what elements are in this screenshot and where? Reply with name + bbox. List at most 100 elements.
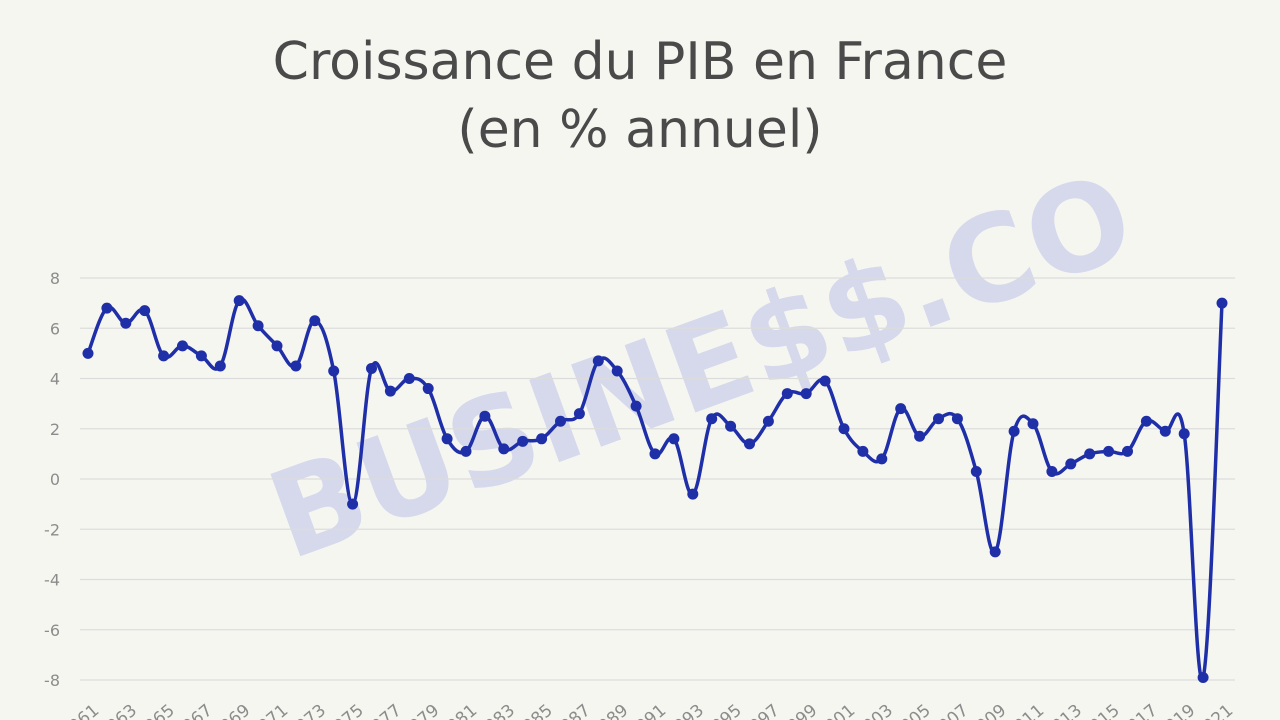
x-tick-label: 1983 bbox=[473, 701, 519, 720]
x-tick-label: 1961 bbox=[57, 701, 103, 720]
chart-title-line-1: Croissance du PIB en France bbox=[272, 32, 1008, 92]
data-point-1996 bbox=[744, 438, 755, 450]
y-tick-label: -8 bbox=[44, 671, 60, 690]
data-point-1979 bbox=[422, 383, 434, 395]
data-point-1985 bbox=[536, 433, 548, 445]
data-point-1978 bbox=[403, 373, 415, 384]
data-point-2008 bbox=[970, 465, 982, 477]
data-point-1965 bbox=[158, 350, 170, 362]
x-tick-label: 2019 bbox=[1153, 701, 1199, 720]
data-point-2000 bbox=[819, 375, 831, 387]
data-point-1997 bbox=[762, 415, 774, 427]
data-point-1998 bbox=[781, 388, 793, 400]
y-tick-label: 4 bbox=[50, 370, 60, 389]
y-tick-label: 0 bbox=[50, 470, 60, 489]
y-tick-label: 8 bbox=[50, 269, 60, 288]
data-point-2012 bbox=[1046, 465, 1058, 477]
data-point-2001 bbox=[838, 423, 850, 435]
data-point-1987 bbox=[573, 408, 585, 420]
data-point-2007 bbox=[951, 413, 963, 425]
data-point-2011 bbox=[1027, 418, 1039, 430]
x-tick-label: 2001 bbox=[813, 701, 859, 720]
x-tick-label: 1977 bbox=[360, 701, 406, 720]
data-point-2021 bbox=[1216, 297, 1228, 309]
data-point-2014 bbox=[1084, 448, 1096, 460]
data-point-1981 bbox=[460, 445, 472, 457]
data-point-1971 bbox=[271, 340, 283, 352]
data-point-2016 bbox=[1122, 445, 1133, 457]
data-point-1983 bbox=[498, 443, 510, 455]
data-point-2015 bbox=[1103, 445, 1115, 457]
data-point-1988 bbox=[592, 355, 604, 367]
y-tick-label: -4 bbox=[44, 571, 60, 590]
data-point-2020 bbox=[1197, 671, 1209, 683]
x-tick-label: 2007 bbox=[927, 701, 973, 720]
grid bbox=[80, 277, 1235, 681]
data-point-1989 bbox=[611, 365, 623, 377]
y-tick-label: -6 bbox=[44, 621, 60, 640]
data-point-1964 bbox=[139, 305, 151, 317]
data-point-2018 bbox=[1159, 425, 1171, 437]
x-tick-label: 1989 bbox=[586, 701, 632, 720]
y-tick-label: 6 bbox=[50, 319, 60, 338]
data-point-2005 bbox=[914, 430, 926, 442]
x-tick-label: 1979 bbox=[397, 701, 443, 720]
x-tick-label: 1991 bbox=[624, 701, 670, 720]
x-tick-label: 1963 bbox=[95, 701, 141, 720]
data-point-1969 bbox=[233, 295, 245, 307]
x-tick-label: 1967 bbox=[171, 701, 217, 720]
data-point-1992 bbox=[668, 433, 680, 445]
data-point-1961 bbox=[82, 347, 94, 359]
data-point-1967 bbox=[195, 350, 207, 362]
x-tick-label: 1993 bbox=[662, 701, 708, 720]
data-point-1962 bbox=[101, 302, 113, 314]
data-point-2003 bbox=[876, 453, 888, 465]
x-tick-label: 1999 bbox=[775, 701, 821, 720]
x-tick-label: 1975 bbox=[322, 701, 368, 720]
x-tick-label: 1985 bbox=[511, 701, 557, 720]
data-point-1963 bbox=[120, 317, 132, 329]
x-tick-label: 1981 bbox=[435, 701, 481, 720]
x-tick-label: 2005 bbox=[889, 701, 935, 720]
x-tick-label: 1969 bbox=[208, 701, 254, 720]
data-point-1993 bbox=[687, 488, 699, 500]
x-tick-label: 2015 bbox=[1078, 701, 1124, 720]
data-point-1974 bbox=[328, 365, 340, 377]
data-point-1973 bbox=[309, 315, 321, 327]
x-tick-label: 1965 bbox=[133, 701, 179, 720]
data-point-2009 bbox=[989, 546, 1001, 558]
x-tick-label: 1995 bbox=[700, 701, 746, 720]
x-tick-label: 2017 bbox=[1116, 701, 1162, 720]
data-point-1984 bbox=[517, 435, 529, 447]
x-tick-label: 1971 bbox=[246, 701, 292, 720]
x-tick-label: 1987 bbox=[549, 701, 595, 720]
x-tick-label: 1973 bbox=[284, 701, 330, 720]
data-point-2013 bbox=[1065, 458, 1077, 470]
x-tick-label: 2011 bbox=[1002, 701, 1048, 720]
data-point-2019 bbox=[1178, 428, 1190, 440]
y-axis: 8 6 4 2 0 -2 -4 -6 -8 bbox=[44, 269, 60, 690]
data-point-1975 bbox=[347, 498, 359, 510]
series bbox=[82, 295, 1228, 683]
data-point-1972 bbox=[290, 360, 302, 372]
x-axis: 1961196319651967196919711973197519771979… bbox=[57, 701, 1237, 720]
data-point-1970 bbox=[252, 320, 264, 332]
data-point-2017 bbox=[1140, 415, 1152, 427]
data-point-1990 bbox=[630, 400, 642, 412]
y-tick-label: 2 bbox=[50, 420, 60, 439]
y-tick-label: -2 bbox=[44, 520, 60, 539]
data-point-1991 bbox=[649, 448, 661, 460]
data-point-2010 bbox=[1008, 425, 1020, 437]
data-point-2002 bbox=[857, 445, 869, 457]
x-tick-label: 2003 bbox=[851, 701, 897, 720]
data-point-1995 bbox=[725, 420, 737, 432]
watermark: BUSINE$$.CO bbox=[252, 147, 1150, 587]
x-tick-label: 1997 bbox=[738, 701, 784, 720]
data-point-1976 bbox=[366, 362, 377, 374]
chart-title: Croissance du PIB en France (en % annuel… bbox=[0, 28, 1280, 164]
data-point-1980 bbox=[441, 433, 453, 445]
x-tick-label: 2009 bbox=[964, 701, 1010, 720]
data-point-1977 bbox=[384, 385, 396, 397]
data-point-2004 bbox=[895, 403, 907, 415]
watermark-text: BUSINE$$.CO bbox=[252, 147, 1150, 587]
